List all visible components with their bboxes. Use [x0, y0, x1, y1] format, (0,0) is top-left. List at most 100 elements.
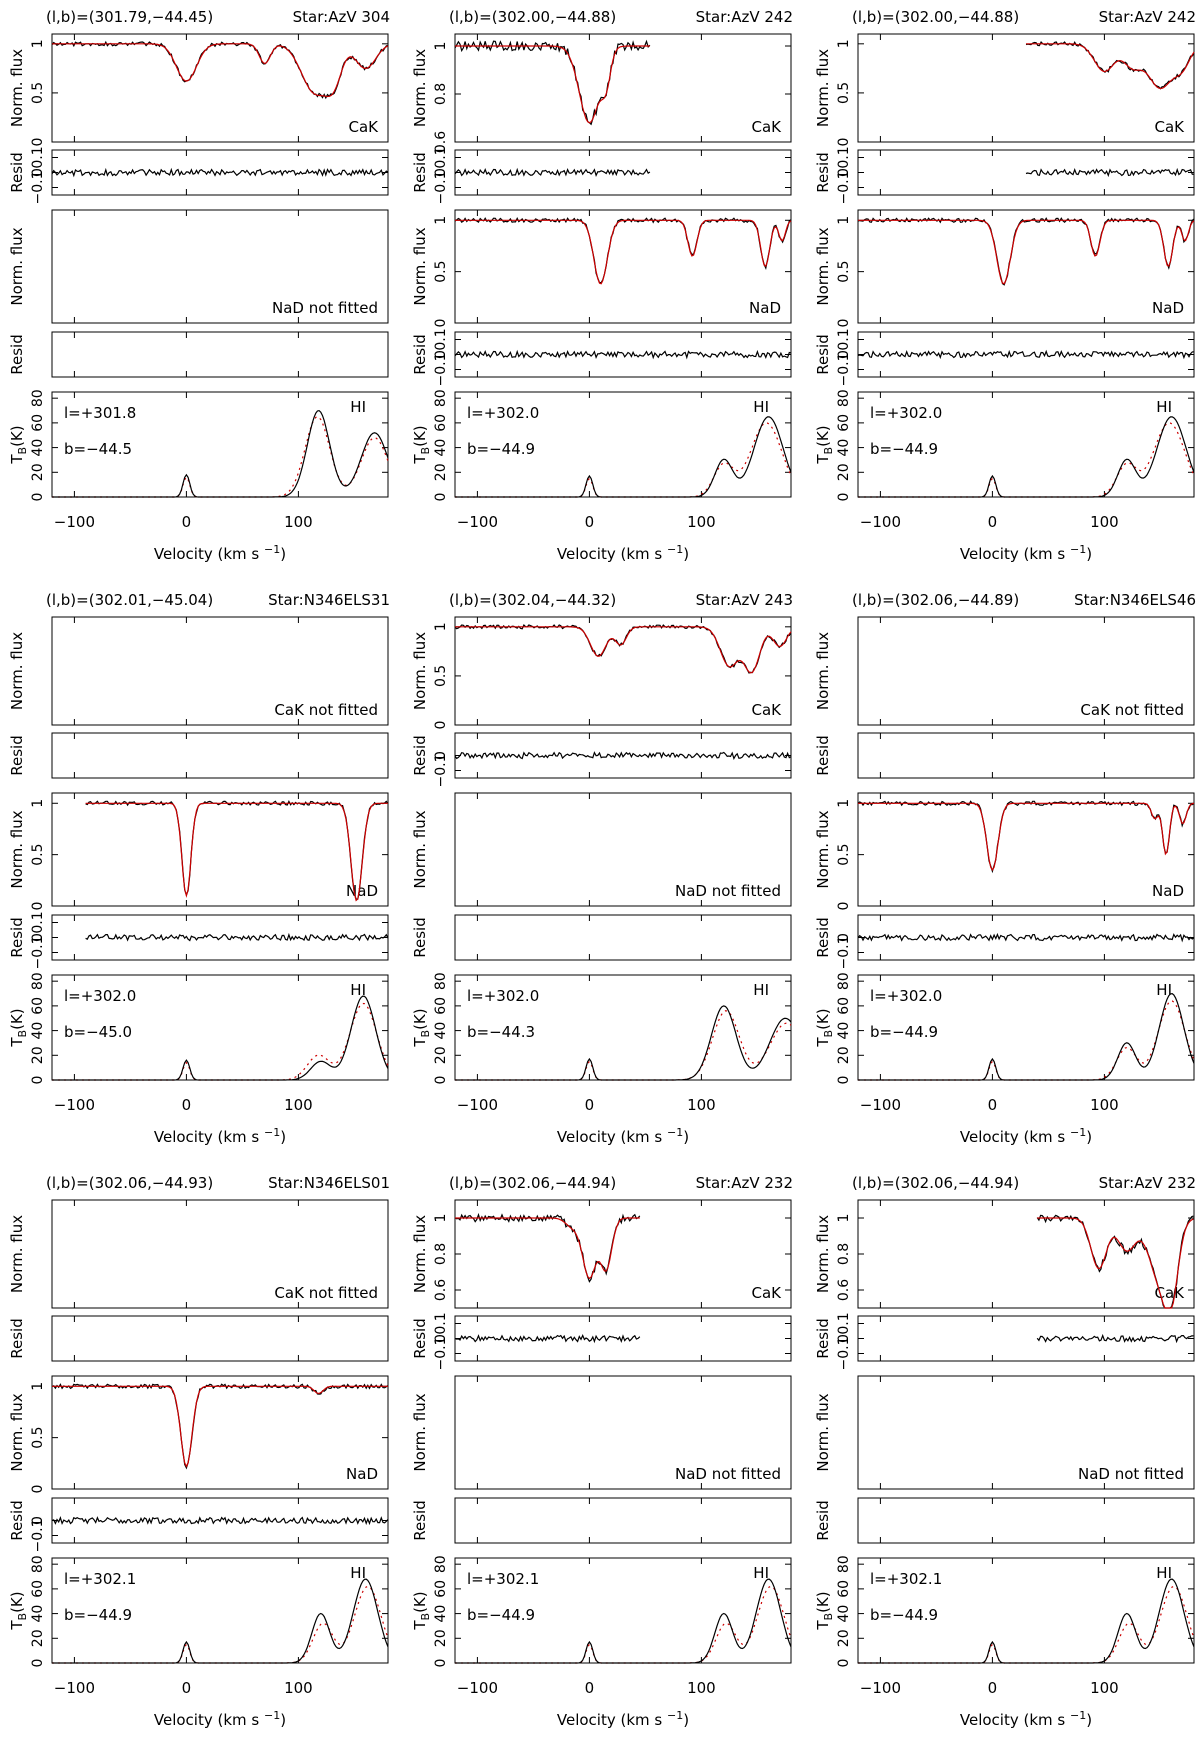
- cak-resid-tick-label: 0.1: [433, 1312, 449, 1334]
- nad-flux-tick-label: 0: [836, 902, 852, 911]
- hi-tick-label: 40: [836, 439, 852, 457]
- x-tick-label: −100: [54, 1679, 95, 1697]
- hi-tick-label: 20: [30, 463, 46, 481]
- hi-label: HI: [1156, 398, 1172, 416]
- hi-l-label: l=+302.1: [870, 1570, 942, 1588]
- cak-label: CaK: [348, 118, 379, 136]
- panel-star-label: Star:AzV 242: [696, 8, 793, 26]
- nad-flux-ylabel: Norm. flux: [411, 1393, 429, 1471]
- hi-tick-label: 80: [433, 972, 449, 990]
- hi-label: HI: [350, 981, 366, 999]
- cak-resid-tick-label: 0.1: [836, 1312, 852, 1334]
- nad-residual-line: [454, 349, 792, 360]
- x-tick-label: −100: [457, 1096, 498, 1114]
- cak-residual-line: [1036, 1333, 1194, 1344]
- hi-l-label: l=+302.0: [870, 404, 942, 422]
- hi-tick-label: 60: [836, 1580, 852, 1598]
- hi-tick-label: 60: [30, 997, 46, 1015]
- figure-panel-5: (l,b)=(302.04,−44.32) Star:AzV 243 Norm. f…: [411, 591, 793, 1146]
- nad-resid-tick-label: 0.1: [30, 911, 46, 933]
- cak-flux-tick-label: 0: [30, 138, 46, 147]
- hi-brightness-profile: [52, 409, 389, 498]
- cak-flux-ylabel: Norm. flux: [8, 49, 26, 127]
- cak-resid-ylabel: Resid: [814, 735, 832, 775]
- cak-flux-frame: [51, 33, 389, 143]
- hi-tick-label: 0: [30, 1659, 46, 1668]
- nad-resid-frame: [51, 331, 389, 378]
- cak-flux-ylabel: Norm. flux: [411, 1215, 429, 1293]
- cak-resid-ylabel: Resid: [8, 152, 26, 192]
- cak-resid-tick-label: −0.1: [30, 171, 46, 205]
- cak-flux-ylabel: Norm. flux: [814, 632, 832, 710]
- hi-l-label: l=+302.0: [467, 987, 539, 1005]
- nad-observed-spectrum: [857, 800, 1195, 874]
- cak-flux-frame: [51, 1199, 389, 1309]
- nad-residual-line: [51, 1516, 389, 1526]
- hi-model-profile: [455, 1585, 792, 1664]
- hi-tick-label: 20: [433, 1046, 449, 1064]
- x-tick-label: −100: [54, 513, 95, 531]
- hi-tick-label: 80: [30, 1555, 46, 1573]
- hi-label: HI: [753, 398, 769, 416]
- hi-brightness-profile: [52, 995, 389, 1081]
- x-tick-label: 0: [585, 1679, 595, 1697]
- hi-l-label: l=+301.8: [64, 404, 136, 422]
- nad-flux-ylabel: Norm. flux: [814, 227, 832, 305]
- cak-flux-tick-label: 0.5: [30, 82, 46, 104]
- x-tick-label: 0: [988, 513, 998, 531]
- hi-tick-label: 40: [433, 1022, 449, 1040]
- cak-model-fit: [52, 43, 389, 98]
- panel-star-label: Star:N346ELS01: [268, 1174, 390, 1192]
- nad-resid-tick-label: 0: [30, 933, 46, 942]
- panel-star-label: Star:AzV 232: [696, 1174, 793, 1192]
- cak-resid-ylabel: Resid: [411, 735, 429, 775]
- hi-tick-label: 80: [836, 1555, 852, 1573]
- hi-brightness-profile: [455, 1005, 792, 1081]
- cak-observed-spectrum: [1025, 40, 1195, 90]
- hi-l-label: l=+302.0: [467, 404, 539, 422]
- hi-label: HI: [350, 398, 366, 416]
- x-axis-label: Velocity (km s −1): [154, 543, 286, 563]
- nad-resid-ylabel: Resid: [411, 917, 429, 957]
- nad-flux-tick-label: 0.5: [30, 1427, 46, 1449]
- x-tick-label: −100: [457, 513, 498, 531]
- hi-tick-label: 40: [836, 1022, 852, 1040]
- hi-tick-label: 60: [433, 1580, 449, 1598]
- hi-tick-label: 60: [30, 1580, 46, 1598]
- cak-residual-line: [454, 751, 792, 761]
- nad-resid-ylabel: Resid: [8, 334, 26, 374]
- hi-brightness-profile: [52, 1578, 389, 1664]
- cak-flux-ylabel: Norm. flux: [411, 49, 429, 127]
- nad-resid-ylabel: Resid: [8, 1500, 26, 1540]
- nad-flux-tick-label: 1: [30, 799, 46, 808]
- figure-panel-2: (l,b)=(302.00,−44.88) Star:AzV 242 Norm. f…: [411, 8, 793, 563]
- nad-label: NaD: [346, 1465, 378, 1483]
- panel-coords-label: (l,b)=(302.00,−44.88): [449, 8, 616, 26]
- hi-tick-label: 80: [433, 1555, 449, 1573]
- cak-flux-frame: [454, 33, 792, 143]
- nad-residual-line: [85, 932, 389, 942]
- cak-resid-ylabel: Resid: [814, 1318, 832, 1358]
- nad-resid-tick-label: 0: [30, 1516, 46, 1525]
- nad-flux-tick-label: 1: [30, 1382, 46, 1391]
- cak-resid-tick-label: 0.1: [30, 146, 46, 168]
- hi-b-label: b=−44.9: [64, 1606, 132, 1624]
- cak-flux-ylabel: Norm. flux: [8, 632, 26, 710]
- nad-label: NaD: [1152, 882, 1184, 900]
- hi-ylabel: TB(K): [8, 425, 29, 464]
- nad-resid-tick-label: −0.1: [30, 1519, 46, 1553]
- x-tick-label: 100: [687, 1679, 716, 1697]
- hi-b-label: b=−44.5: [64, 440, 132, 458]
- hi-tick-label: 60: [433, 997, 449, 1015]
- x-tick-label: −100: [54, 1096, 95, 1114]
- hi-tick-label: 20: [836, 1629, 852, 1647]
- nad-status-label: NaD not fitted: [675, 1465, 781, 1483]
- nad-flux-frame: [454, 209, 792, 324]
- cak-model-fit: [1026, 43, 1195, 90]
- nad-status-label: NaD not fitted: [1078, 1465, 1184, 1483]
- cak-residual-line: [51, 167, 389, 178]
- nad-resid-tick-label: 0: [836, 350, 852, 359]
- nad-resid-tick-label: 0.1: [433, 328, 449, 350]
- hi-tick-label: 0: [433, 1659, 449, 1668]
- cak-resid-tick-label: 0.1: [836, 146, 852, 168]
